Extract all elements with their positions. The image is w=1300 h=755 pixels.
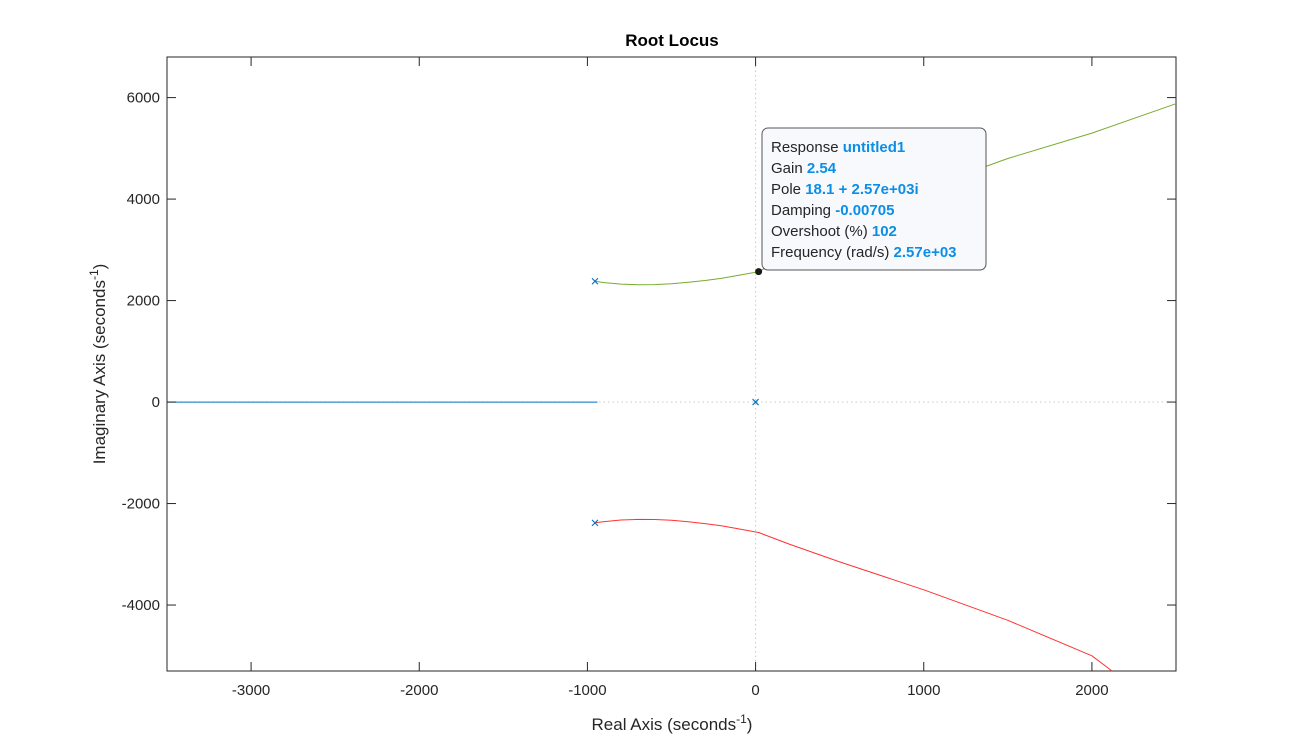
tick-labels: -3000 -2000 -1000 0 1000 2000 -4000 -2000 0 2000 4… — [122, 90, 1109, 699]
datatip-row-label: Gain — [771, 160, 807, 177]
y-axis-exponent: -1 — [87, 269, 101, 280]
x-axis-exponent: -1 — [736, 712, 747, 726]
datatip-marker[interactable] — [755, 268, 763, 276]
datatip-row-value: 18.1 + 2.57e+03i — [805, 181, 918, 198]
datatip-row: Response untitled1 — [771, 139, 905, 156]
datatip-row-label: Overshoot (%) — [771, 223, 872, 240]
datatip-row-label: Frequency (rad/s) — [771, 244, 894, 261]
y-tick-label: 2000 — [127, 293, 160, 310]
datatip-row: Overshoot (%) 102 — [771, 223, 897, 240]
y-axis-title: Imaginary Axis (seconds-1) — [87, 264, 109, 465]
y-tick-label: 4000 — [127, 191, 160, 208]
datatip-row-value: 2.54 — [807, 160, 837, 177]
axes-box — [166, 56, 1177, 672]
axis-ticks — [167, 57, 1176, 671]
open-loop-pole-marker[interactable] — [591, 277, 599, 285]
x-axis-title: Real Axis (seconds-1) — [592, 712, 753, 734]
x-tick-label: 0 — [751, 682, 759, 699]
y-tick-label: -2000 — [122, 496, 160, 513]
x-tick-label: -2000 — [400, 682, 438, 699]
datatip-row: Frequency (rad/s) 2.57e+03 — [771, 244, 957, 261]
datatip-row-value: 2.57e+03 — [894, 244, 957, 261]
datatip-row-value: -0.00705 — [835, 202, 894, 219]
y-tick-label: -4000 — [122, 597, 160, 614]
open-loop-pole-marker[interactable] — [752, 398, 759, 406]
x-tick-label: 2000 — [1075, 682, 1108, 699]
locus-branch-lower[interactable] — [594, 518, 1113, 672]
datatip-row-value: untitled1 — [843, 139, 906, 156]
datatip-row: Gain 2.54 — [771, 160, 837, 177]
x-axis-label-text: Real Axis (seconds — [592, 715, 737, 734]
open-loop-poles — [591, 277, 759, 527]
datatip-row-value: 102 — [872, 223, 897, 240]
datatip-row: Damping -0.00705 — [771, 202, 894, 219]
reference-lines — [167, 57, 1176, 671]
x-tick-label: -3000 — [232, 682, 270, 699]
datatip-row-label: Pole — [771, 181, 805, 198]
pole-cross-stroke — [591, 519, 599, 527]
datatip-row: Pole 18.1 + 2.57e+03i — [771, 181, 919, 198]
open-loop-pole-marker[interactable] — [591, 519, 599, 527]
y-tick-label: 6000 — [127, 90, 160, 107]
y-tick-label: 0 — [152, 394, 160, 411]
pole-cross-stroke — [591, 277, 599, 285]
x-tick-label: -1000 — [568, 682, 606, 699]
datatip-row-label: Response — [771, 139, 843, 156]
plot-area — [166, 56, 1177, 672]
x-axis-close-paren: ) — [747, 715, 753, 734]
datatip-row-label: Damping — [771, 202, 835, 219]
y-axis-close-paren: ) — [90, 264, 109, 270]
chart-title: Root Locus — [625, 31, 719, 50]
x-tick-label: 1000 — [907, 682, 940, 699]
y-axis-label-text: Imaginary Axis (seconds — [90, 280, 109, 464]
pole-cross-stroke — [752, 398, 759, 406]
datatip-box — [761, 127, 987, 271]
